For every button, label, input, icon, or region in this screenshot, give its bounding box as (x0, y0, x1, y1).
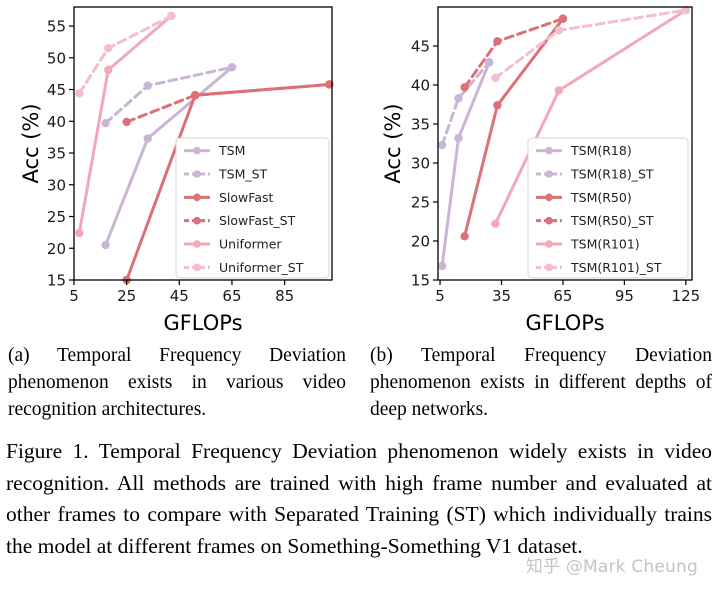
legend-label: TSM (218, 143, 245, 158)
legend-marker (193, 170, 201, 178)
chart-a: 5 25 45 65 85 15 20 25 30 35 40 45 50 55 GFLOPs Acc (%)… (19, 6, 334, 335)
x-axis-label: GFLOPs (525, 311, 604, 335)
legend-marker (193, 263, 201, 272)
legend-marker (193, 193, 201, 202)
x-tick-label: 125 (672, 287, 701, 305)
legend-marker (193, 216, 201, 225)
legend-label: TSM_ST (218, 167, 268, 182)
data-point-tsm-r101- (491, 219, 500, 229)
x-tick-label: 65 (553, 287, 572, 305)
watermark: 知乎 @Mark Cheung (525, 557, 698, 577)
y-axis-label: Acc (%) (19, 103, 43, 183)
y-tick-label: 25 (411, 194, 430, 212)
y-tick-label: 20 (411, 233, 430, 251)
data-point-tsm-r18- (454, 133, 463, 143)
series-line-tsm-r18-st (440, 60, 491, 147)
figure-caption: Figure 1. Temporal Frequency Deviation p… (6, 439, 712, 558)
x-tick-label: 65 (222, 287, 241, 305)
legend-box (175, 137, 330, 279)
legend-label: Uniformer_ST (219, 260, 304, 275)
series-line-slowfast-st (125, 83, 331, 124)
legend-marker (545, 216, 553, 225)
legend-marker (545, 240, 553, 248)
data-point-tsm (101, 240, 110, 250)
x-tick-label: 5 (435, 287, 445, 305)
y-tick-label: 40 (47, 113, 66, 131)
legend-label: TSM(R18)_ST (570, 167, 654, 182)
y-tick-label: 45 (47, 81, 66, 99)
legend-label: TSM(R18) (570, 143, 632, 158)
legend-marker (193, 240, 201, 248)
x-tick-label: 85 (275, 287, 294, 305)
data-point-tsm-r50- (493, 101, 502, 110)
data-point-tsm-st (101, 118, 110, 128)
y-tick-label: 15 (47, 272, 66, 290)
legend-marker (545, 193, 553, 202)
x-tick-label: 45 (170, 287, 189, 305)
data-point-tsm-r18- (437, 261, 447, 271)
legend-marker (545, 263, 553, 272)
figure-charts: 5 25 45 65 85 15 20 25 30 35 40 45 50 55 GFLOPs Acc (%)… (19, 5, 701, 335)
legend-marker (545, 170, 553, 178)
data-point-tsm-r50-st (558, 14, 568, 23)
y-tick-label: 45 (411, 38, 430, 56)
y-tick-label: 50 (47, 49, 66, 67)
plot-frame (437, 6, 693, 281)
x-tick-label: 35 (492, 287, 511, 305)
data-point-slowfast-st (122, 117, 131, 127)
data-point-uniformer-st (167, 11, 176, 21)
legend-label: TSM(R50) (570, 190, 632, 205)
data-point-tsm-r101- (554, 86, 564, 95)
subcaption-a: (a) Temporal Frequency Deviation phenome… (8, 345, 346, 420)
legend-label: TSM(R50)_ST (570, 213, 654, 228)
plot-frame (73, 6, 333, 281)
y-tick-label: 30 (411, 155, 430, 173)
data-point-tsm-st (227, 63, 237, 72)
x-tick-label: 95 (615, 287, 634, 305)
y-tick-label: 20 (47, 240, 66, 258)
y-tick-label: 55 (47, 18, 66, 36)
x-tick-label: 5 (69, 287, 79, 305)
y-axis-label: Acc (%) (381, 103, 405, 183)
legend-label: SlowFast_ST (219, 213, 296, 228)
legend-box (527, 137, 689, 279)
y-tick-label: 40 (411, 77, 430, 95)
data-point-uniformer (104, 65, 113, 75)
y-tick-label: 25 (47, 208, 66, 226)
data-point-tsm-r50- (460, 232, 469, 241)
data-point-tsm-r50-st (493, 37, 502, 46)
subcaption-b: (b) Temporal Frequency Devia­tion phenom… (370, 345, 712, 420)
legend-label: SlowFast (219, 190, 273, 205)
legend-label: TSM(R101)_ST (570, 260, 662, 275)
data-point-tsm-r18-st (454, 94, 463, 103)
y-tick-label: 35 (411, 116, 430, 134)
x-axis-label: GFLOPs (163, 311, 242, 335)
x-tick-label: 25 (117, 287, 136, 305)
legend-label: Uniformer (219, 237, 282, 252)
y-tick-label: 15 (411, 272, 430, 290)
data-point-tsm-r101-st (554, 26, 564, 35)
data-point-tsm-r50-st (460, 83, 469, 92)
chart-b: 5 35 65 95 125 15 20 25 30 35 40 45 GFLOPs Acc (%) TSM… (381, 5, 701, 335)
data-point-uniformer-st (75, 89, 84, 98)
legend-marker (545, 146, 553, 155)
data-point-tsm-r18-st (437, 140, 447, 150)
data-point-slowfast-st (190, 91, 200, 100)
data-point-uniformer (75, 228, 84, 238)
legend-label: TSM(R101) (570, 237, 640, 252)
y-tick-label: 35 (47, 145, 66, 163)
legend-marker (193, 146, 201, 155)
series-line-tsm-r50-st (463, 17, 565, 89)
y-tick-label: 30 (47, 176, 66, 194)
data-point-tsm (143, 134, 152, 143)
data-point-uniformer-st (104, 44, 113, 53)
data-point-tsm-r101-st (491, 73, 500, 83)
data-point-tsm-r18-st (485, 58, 494, 67)
data-point-tsm-r101-st (681, 5, 691, 15)
data-point-tsm-st (143, 81, 152, 90)
